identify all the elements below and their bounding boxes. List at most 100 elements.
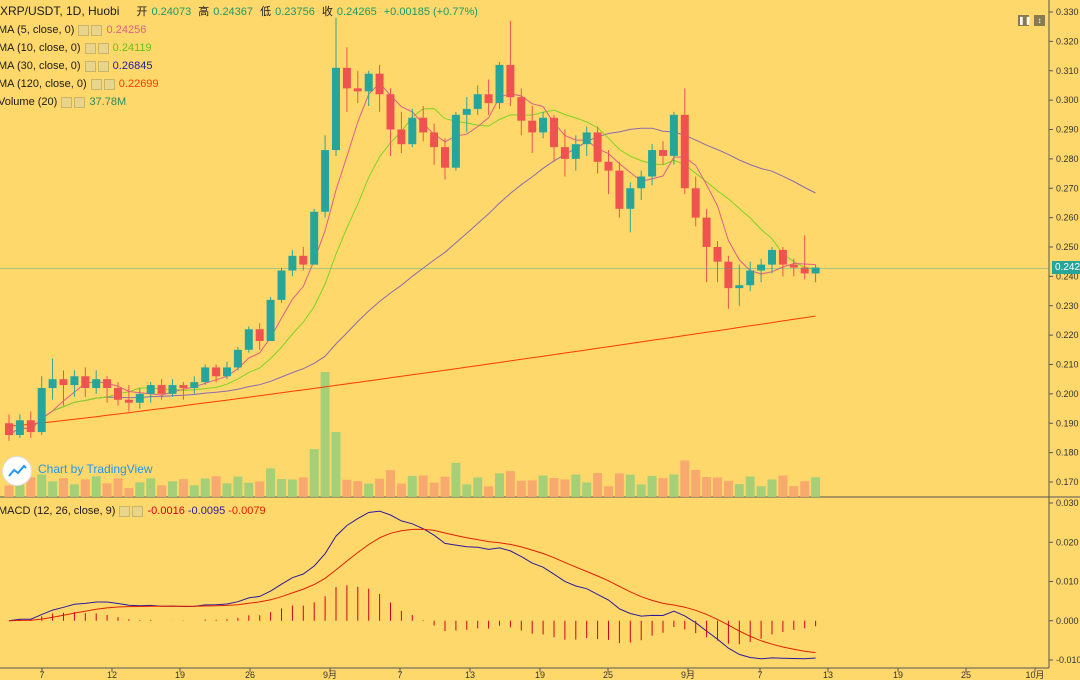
candle-body	[168, 385, 177, 394]
candle-body	[615, 170, 624, 209]
tradingview-logo-icon[interactable]	[2, 456, 32, 486]
indicator-ma30[interactable]: MA (30, close, 0) 0.26845	[0, 60, 152, 72]
volume-bar	[48, 481, 58, 497]
settings-icon[interactable]	[61, 96, 73, 108]
close-icon[interactable]	[97, 60, 109, 72]
volume-bar	[756, 486, 766, 497]
candle-body	[593, 132, 602, 162]
volume-bar	[69, 484, 79, 497]
candle-body	[364, 73, 373, 92]
change-value: +0.00185 (+0.77%)	[383, 6, 478, 18]
close-icon[interactable]	[74, 96, 86, 108]
indicator-ma5[interactable]: MA (5, close, 0) 0.24256	[0, 24, 146, 36]
candle-body	[146, 385, 155, 394]
candle-body	[397, 129, 406, 145]
volume-bar	[37, 474, 47, 497]
pause-icon[interactable]: ❚❚	[1018, 15, 1032, 26]
candle-body	[233, 349, 242, 368]
candle-body	[757, 264, 766, 271]
candle-body	[778, 249, 787, 265]
indicator-volume[interactable]: Volume (20) 37.78M	[0, 96, 126, 108]
candle-body	[386, 94, 395, 130]
time-tick-label: 9月	[681, 670, 695, 680]
volume-bar	[189, 485, 199, 497]
candle-body	[430, 132, 439, 148]
candle-body	[702, 217, 711, 247]
close-label: 收	[321, 6, 333, 18]
volume-bar	[647, 475, 657, 497]
volume-bar	[407, 475, 417, 497]
settings-icon[interactable]	[84, 60, 96, 72]
volume-bar	[516, 480, 526, 497]
volume-bar	[702, 477, 712, 497]
candle-body	[70, 376, 79, 386]
settings-icon[interactable]	[84, 42, 96, 54]
volume-bar	[484, 486, 494, 497]
settings-icon[interactable]	[78, 24, 90, 36]
price-tick-label: 0.170	[1056, 477, 1079, 487]
price-tick-label: 0.330	[1056, 7, 1079, 17]
volume-bar	[331, 432, 341, 497]
high-label: 高	[198, 6, 210, 18]
time-tick-label: 7	[39, 670, 44, 680]
close-icon[interactable]	[132, 505, 144, 517]
volume-bar	[364, 483, 374, 497]
candle-body	[451, 114, 460, 168]
settings-icon[interactable]	[119, 505, 131, 517]
indicator-ma120[interactable]: MA (120, close, 0) 0.22699	[0, 78, 159, 90]
ma5-label: MA (5, close, 0)	[0, 24, 75, 36]
candle-body	[103, 379, 112, 388]
volume-bar	[625, 474, 635, 497]
candle-body	[81, 376, 90, 388]
candle-body	[26, 420, 35, 433]
candle-body	[626, 188, 635, 209]
volume-bar	[266, 468, 276, 497]
settings-icon[interactable]	[90, 78, 102, 90]
candle-body	[550, 117, 558, 148]
open-label: 开	[136, 6, 148, 18]
candle-body	[15, 420, 24, 435]
time-tick-label: 7	[397, 670, 402, 680]
time-tick-label: 19	[175, 670, 185, 680]
ma120-line	[8, 315, 816, 427]
volume-bar	[342, 479, 352, 497]
last-price-tag: 0.242	[1052, 261, 1080, 274]
candle-body	[735, 285, 744, 289]
indicator-ma10[interactable]: MA (10, close, 0) 0.24119	[0, 42, 152, 54]
price-tick-label: 0.230	[1056, 301, 1079, 311]
volume-bar	[102, 483, 112, 497]
candle-body	[408, 117, 417, 145]
tradingview-link[interactable]: Chart by TradingView	[38, 462, 153, 476]
macd-signal-line	[8, 528, 816, 654]
price-tick-label: 0.270	[1056, 183, 1079, 193]
volume-bar	[309, 449, 319, 497]
volume-bar	[233, 476, 243, 497]
volume-bar	[287, 479, 297, 497]
price-tick-label: 0.210	[1056, 360, 1079, 370]
indicator-macd[interactable]: MACD (12, 26, close, 9) -0.0016 -0.0095 …	[0, 505, 266, 517]
candle-body	[713, 247, 722, 262]
candle-body	[353, 88, 362, 92]
volume-bar	[4, 485, 14, 497]
candle-body	[255, 329, 264, 341]
volume-bar	[462, 484, 472, 497]
low-value: 0.23756	[275, 6, 315, 18]
close-icon[interactable]	[97, 42, 109, 54]
close-value: 0.24265	[336, 6, 377, 18]
scale-icon[interactable]: ↕	[1034, 15, 1045, 26]
volume-bar	[713, 477, 722, 497]
time-tick-label: 19	[893, 670, 903, 680]
candle-body	[124, 399, 133, 403]
price-tick-label: 0.320	[1056, 36, 1079, 46]
close-icon[interactable]	[91, 24, 103, 36]
macd-tick-label: -0.010	[1056, 655, 1080, 665]
close-icon[interactable]	[103, 78, 115, 90]
volume-bar	[222, 483, 232, 497]
time-tick-label: 13	[465, 670, 475, 680]
open-value: 0.24073	[151, 6, 192, 18]
candle-body	[321, 150, 330, 212]
candle-body	[768, 249, 776, 265]
time-tick-label: 26	[245, 670, 255, 680]
